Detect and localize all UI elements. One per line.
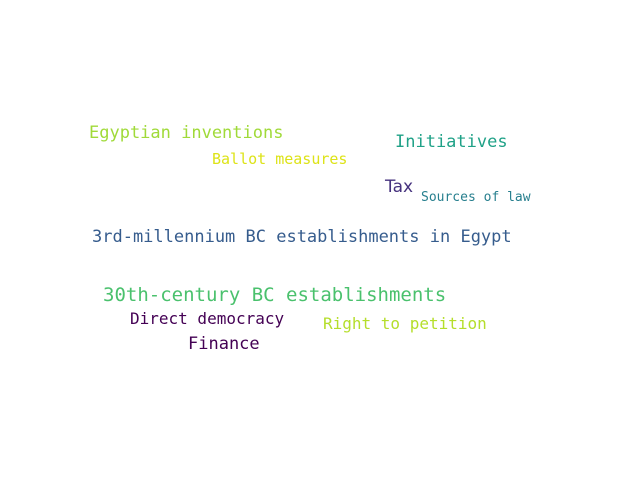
word-tax: Tax [385,177,414,197]
word-direct-democracy: Direct democracy [130,309,285,328]
word-sources-of-law: Sources of law [421,190,531,205]
word-finance: Finance [188,334,260,354]
word-egyptian-inventions: Egyptian inventions [89,123,284,143]
word-3rd-millennium-bc-establishments-in-egypt: 3rd-millennium BC establishments in Egyp… [92,227,512,247]
word-30th-century-bc-establishments: 30th-century BC establishments [103,284,447,306]
word-right-to-petition: Right to petition [323,314,487,333]
word-initiatives: Initiatives [395,132,508,152]
word-ballot-measures: Ballot measures [212,150,348,168]
